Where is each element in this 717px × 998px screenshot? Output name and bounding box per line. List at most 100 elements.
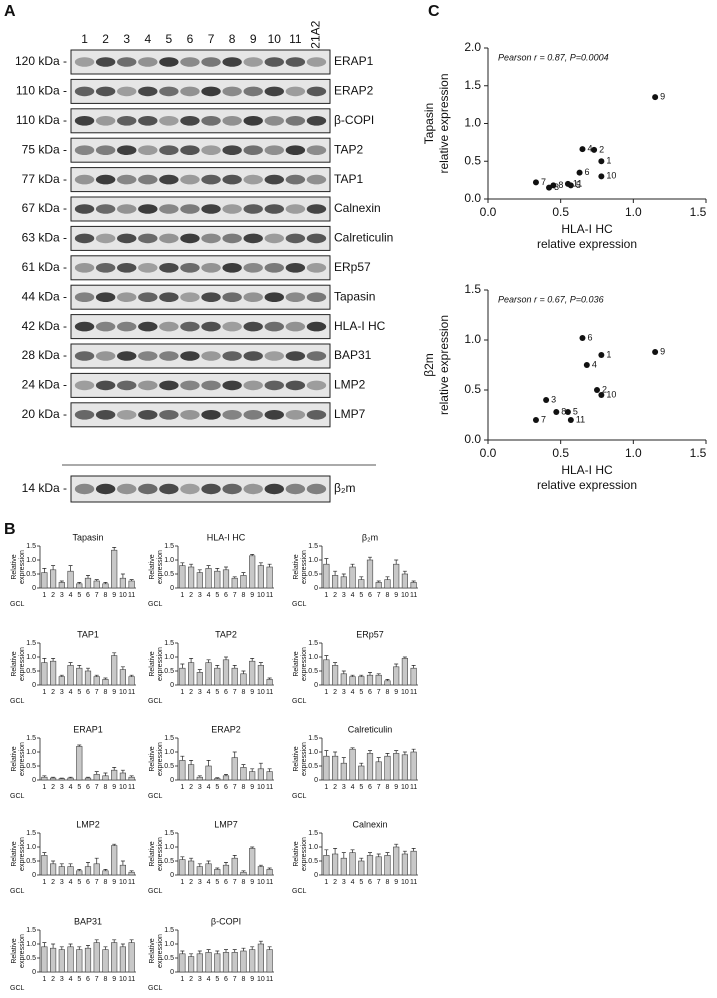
x-tick-label: 7: [233, 689, 237, 696]
error-bar: [232, 665, 237, 669]
x-tick-label: 9: [394, 689, 398, 696]
band: [243, 86, 263, 97]
x-tick-label: 8: [104, 592, 108, 599]
x-tick-label: 11: [266, 784, 273, 791]
y-axis-label: relative expression: [437, 315, 451, 415]
point: [543, 397, 550, 403]
error-bar: [402, 570, 407, 574]
error-bar: [129, 674, 134, 677]
chart-title: β-COPI: [211, 916, 241, 926]
error-bar: [250, 554, 255, 556]
bar: [102, 949, 109, 973]
band: [222, 351, 242, 361]
lane-label: 9: [250, 32, 257, 46]
band: [243, 263, 263, 273]
band: [201, 483, 221, 495]
y-axis-label: Relative: [149, 651, 156, 676]
y-axis-label: relative expression: [437, 73, 451, 173]
y-tick-label: 1.5: [26, 640, 36, 647]
x-tick-label: 6: [368, 784, 372, 791]
annotation: Pearson r = 0.87, P=0.0004: [498, 52, 609, 62]
error-bar: [267, 677, 272, 680]
point-label: 7: [541, 177, 546, 187]
band: [222, 57, 242, 67]
bar: [249, 555, 256, 589]
band: [138, 321, 158, 332]
error-bar: [224, 949, 228, 953]
x-axis-label: GCL: [10, 601, 25, 608]
band: [306, 204, 327, 214]
error-bar: [258, 562, 263, 566]
protein-name: β-COPI: [334, 113, 374, 127]
bar: [401, 658, 409, 686]
bar: [340, 762, 347, 781]
bar: [187, 956, 195, 973]
bar: [41, 662, 48, 686]
bar: [257, 665, 265, 686]
error-bar: [51, 943, 56, 949]
x-tick-label: 2: [51, 976, 55, 983]
band: [138, 351, 158, 361]
error-bar: [120, 573, 125, 579]
error-bar: [94, 771, 99, 775]
bar: [231, 577, 238, 589]
y-tick-label: 0: [314, 682, 318, 689]
x-tick-label: 9: [250, 592, 254, 599]
band: [180, 116, 200, 126]
band: [264, 57, 284, 67]
y-tick-label: 0.5: [164, 858, 174, 865]
error-bar: [376, 853, 381, 857]
error-bar: [250, 946, 255, 950]
point-label: 9: [660, 91, 665, 101]
bar: [349, 566, 356, 589]
x-tick-label: 4: [69, 976, 73, 983]
x-tick-label: 2: [51, 784, 55, 791]
error-bar: [350, 849, 355, 853]
bar: [331, 853, 339, 876]
point-label: 3: [551, 394, 556, 404]
error-bar: [112, 939, 117, 943]
x-axis-label: relative expression: [537, 237, 637, 251]
band: [285, 204, 306, 214]
y-tick-label: 0.0: [464, 191, 481, 205]
bar: [205, 765, 212, 781]
error-bar: [77, 665, 82, 669]
bar: [84, 577, 92, 589]
bar: [340, 576, 347, 589]
error-bar: [258, 940, 263, 944]
x-tick-label: 9: [250, 879, 254, 886]
x-tick-label: 3: [342, 689, 346, 696]
point-label: 6: [587, 332, 592, 342]
y-tick-label: 1.0: [308, 557, 318, 564]
bar: [76, 870, 83, 876]
y-tick-label: 1.5: [26, 735, 36, 742]
error-bar: [112, 767, 117, 771]
point: [553, 409, 560, 415]
bar: [41, 572, 48, 589]
chart-title: HLA-I HC: [207, 532, 246, 542]
bar: [196, 953, 203, 973]
point-label: 2: [602, 384, 607, 394]
error-bar: [394, 663, 399, 667]
point-label: 10: [606, 389, 616, 399]
y-axis-label: Relative: [293, 746, 300, 771]
error-bar: [42, 658, 47, 663]
protein-name: BAP31: [334, 348, 372, 362]
band: [285, 321, 306, 332]
x-tick-label: 11: [128, 689, 135, 696]
x-tick-label: 9: [394, 879, 398, 886]
y-tick-label: 1.0: [26, 749, 36, 756]
error-bar: [241, 764, 246, 768]
bar: [323, 855, 330, 876]
bar: [41, 776, 48, 781]
y-axis-label: expression: [301, 550, 308, 584]
x-axis-label: GCL: [10, 793, 25, 800]
x-tick-label: 0.0: [480, 446, 497, 460]
x-tick-label: 10: [257, 879, 265, 886]
y-tick-label: 1.0: [164, 941, 174, 948]
x-tick-label: 11: [128, 976, 135, 983]
x-tick-label: 4: [207, 879, 211, 886]
band: [95, 145, 116, 155]
x-tick-label: 7: [95, 976, 99, 983]
error-bar: [112, 652, 117, 656]
